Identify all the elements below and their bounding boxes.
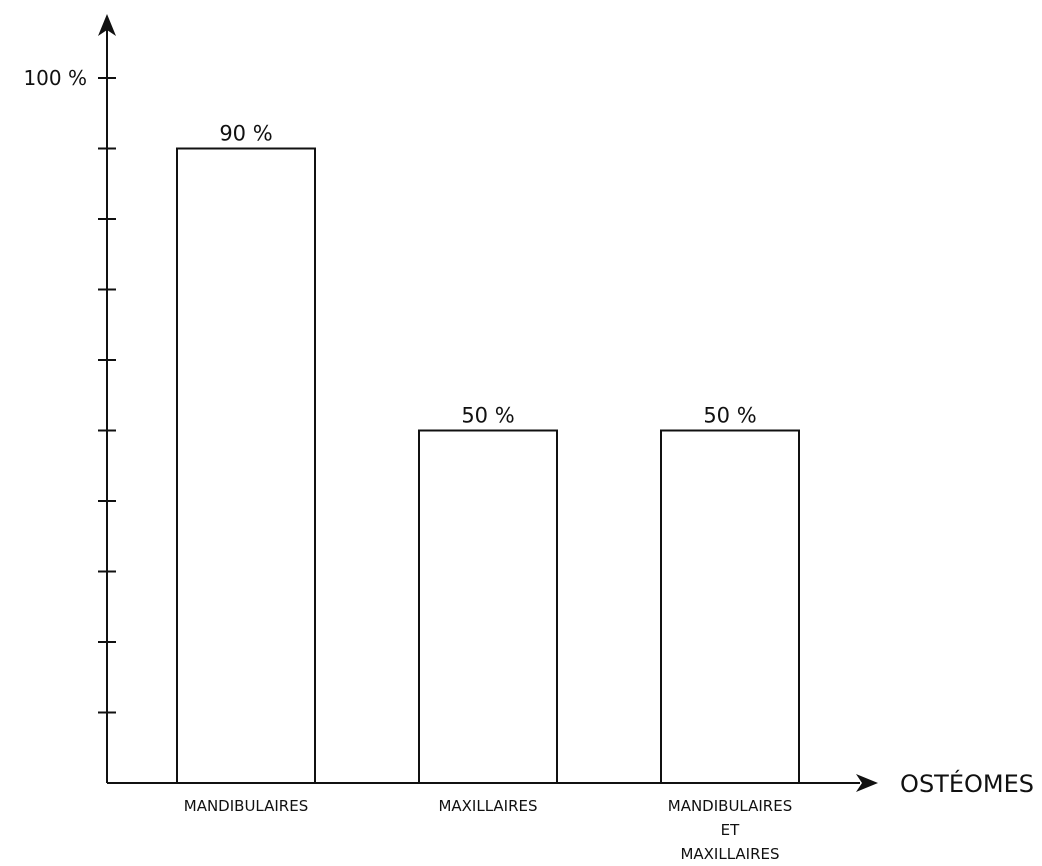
- y-tick-label: 100 %: [23, 66, 87, 90]
- bars: [176, 147, 800, 784]
- data-label-3: 50 %: [703, 404, 756, 428]
- x-axis-title: OSTÉOMES: [900, 769, 1034, 798]
- labels: 90 % MANDIBULAIRES 50 % MAXILLAIRES 50 % MAND…: [184, 122, 792, 864]
- y-ticks: 100 %: [23, 66, 116, 714]
- bar-2: [418, 429, 558, 784]
- data-label-1: 90 %: [219, 122, 272, 146]
- bar-3: [660, 429, 800, 784]
- category-label-3: MANDIBULAIRES ET MAXILLAIRES: [668, 797, 792, 863]
- x-axis-arrow: [856, 774, 878, 792]
- category-label-2: MAXILLAIRES: [438, 797, 537, 815]
- data-label-2: 50 %: [461, 404, 514, 428]
- category-label-1: MANDIBULAIRES: [184, 797, 308, 815]
- y-axis-arrow: [98, 14, 116, 36]
- bar-1: [176, 147, 316, 784]
